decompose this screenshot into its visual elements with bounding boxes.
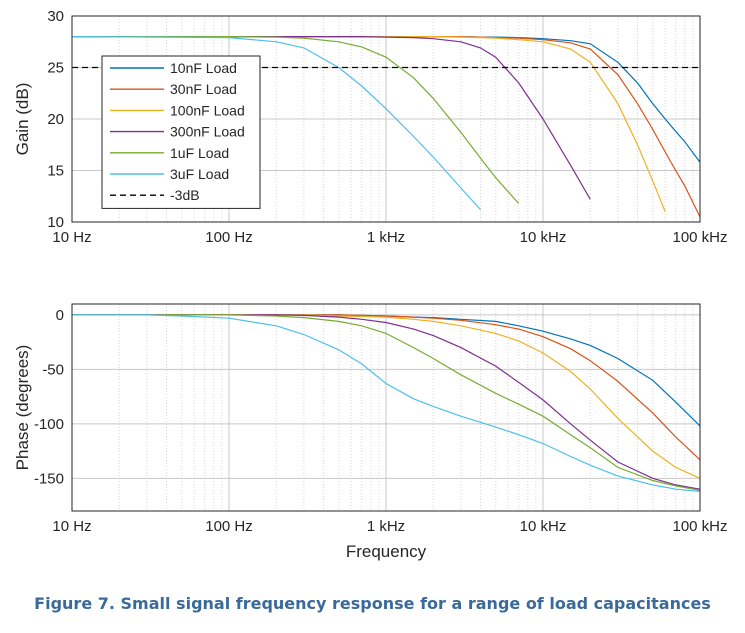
y-tick-label: 15	[47, 163, 64, 180]
legend-label: 300nF Load	[170, 124, 245, 140]
legend-label: 3uF Load	[170, 166, 229, 182]
chart-2: 10 Hz 100 Hz 1 kHz 10 kHz 100 kHz 0 -50 -100 -15…	[13, 303, 728, 561]
series-group	[72, 36, 700, 218]
y-axis-label: Gain (dB)	[13, 83, 32, 156]
x-tick-label: 100 kHz	[672, 229, 727, 246]
y-axis-label: Phase (degrees)	[13, 345, 32, 471]
series-line-3uf-load	[72, 36, 481, 211]
y-tick-label: -100	[34, 416, 64, 433]
y-tick-label: -50	[42, 361, 64, 378]
series-line-1uf-load	[72, 314, 700, 491]
y-tick-label: 30	[47, 8, 64, 25]
x-tick-label: 10 kHz	[520, 229, 567, 246]
x-tick-label: 100 Hz	[205, 518, 253, 535]
series-line-300nf-load	[72, 36, 591, 200]
legend: 10nF Load 30nF Load 100nF Load 300nF Load 1u…	[101, 55, 261, 209]
legend-label: 100nF Load	[170, 102, 245, 118]
figure-caption: Figure 7. Small signal frequency respons…	[34, 594, 711, 613]
legend-label: 10nF Load	[170, 60, 237, 76]
series-line-1uf-load	[72, 36, 520, 204]
legend-label: 1uF Load	[170, 145, 229, 161]
y-tick-label: 10	[47, 214, 64, 231]
x-tick-label: 100 Hz	[205, 229, 253, 246]
y-tick-label: 25	[47, 60, 64, 77]
frequency-response-figure: 10 Hz 100 Hz 1 kHz 10 kHz 100 kHz 10 15 20 25 30 G…	[13, 8, 728, 561]
y-tick-label: 0	[56, 307, 64, 324]
x-tick-label: 10 Hz	[52, 518, 91, 535]
legend-label: -3dB	[170, 187, 200, 203]
y-tick-label: -150	[34, 470, 64, 487]
plot-frame	[71, 15, 701, 223]
x-tick-label: 1 kHz	[367, 518, 405, 535]
x-axis-label: Frequency	[346, 542, 427, 561]
x-tick-label: 100 kHz	[672, 518, 727, 535]
legend-label: 30nF Load	[170, 81, 237, 97]
y-tick-label: 20	[47, 111, 64, 128]
chart-1: 10 Hz 100 Hz 1 kHz 10 kHz 100 kHz 10 15 20 25 30 G…	[13, 8, 728, 246]
plot-frame	[71, 303, 701, 512]
x-tick-label: 10 kHz	[520, 518, 567, 535]
series-group	[72, 314, 700, 492]
x-tick-label: 1 kHz	[367, 229, 405, 246]
series-line-3uf-load	[72, 314, 700, 492]
x-tick-label: 10 Hz	[52, 229, 91, 246]
